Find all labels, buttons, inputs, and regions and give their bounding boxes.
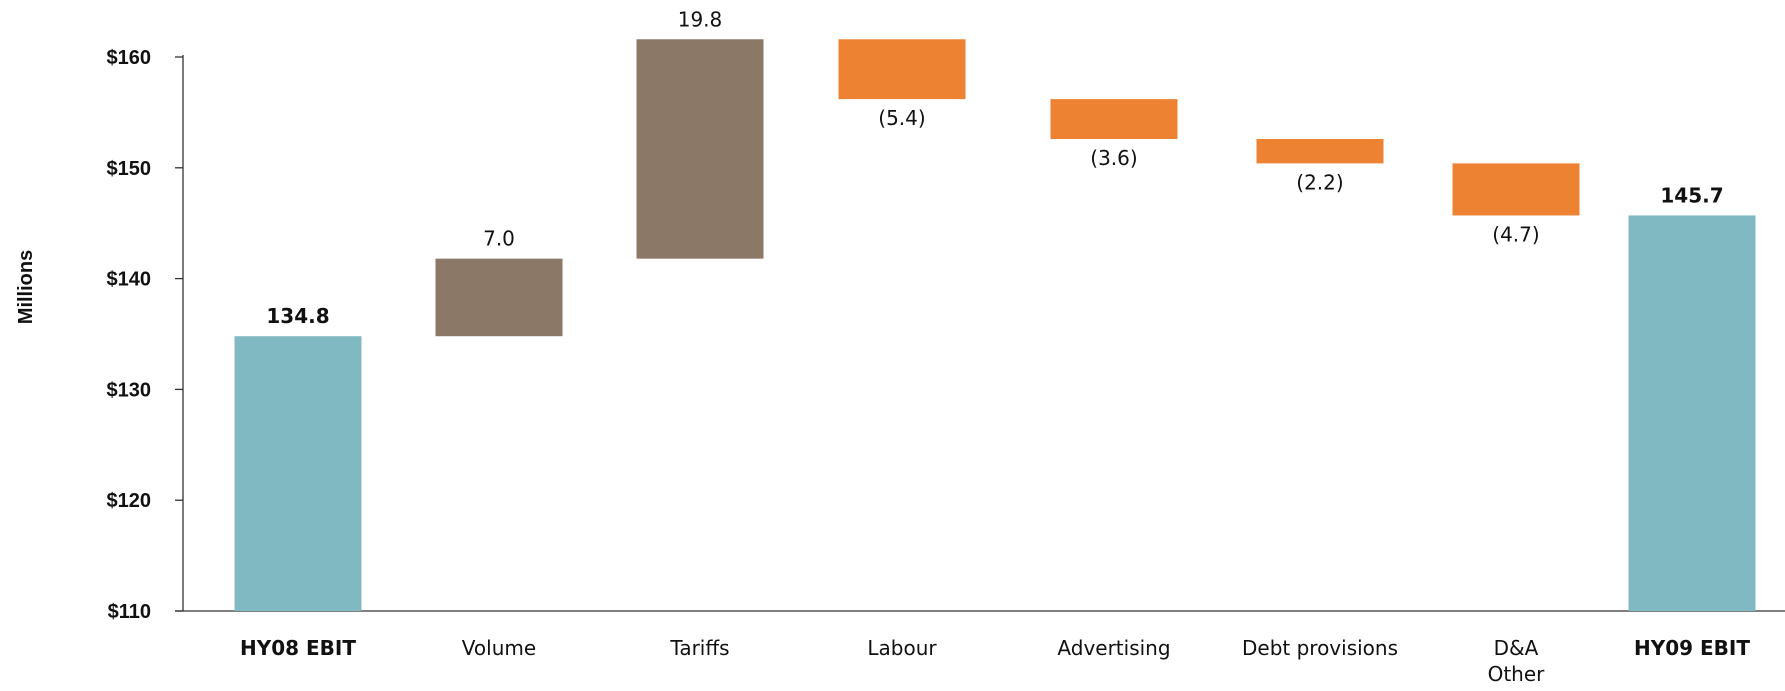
category-label-line: Tariffs xyxy=(669,636,729,660)
data-label: (3.6) xyxy=(1090,146,1137,170)
y-axis-title: Millions xyxy=(15,250,37,324)
y-tick-label: $110 xyxy=(108,601,151,623)
y-tick-label: $120 xyxy=(107,490,152,512)
category-label-line: Volume xyxy=(462,636,536,660)
bar xyxy=(1256,138,1384,164)
y-axis-title-group: Millions xyxy=(15,250,37,324)
y-tick-label: $150 xyxy=(107,158,152,180)
y-tick-label: $130 xyxy=(107,379,152,401)
y-tick-label: $160 xyxy=(107,47,152,69)
bar xyxy=(234,336,362,611)
data-label: (2.2) xyxy=(1296,170,1343,194)
category-label: Labour xyxy=(867,636,937,660)
category-label: Debt provisions xyxy=(1242,636,1398,660)
data-label: (5.4) xyxy=(878,106,925,130)
category-label: Volume xyxy=(462,636,536,660)
bar xyxy=(838,39,966,100)
value-labels: 134.8 7.0 19.8 (5.4) (3.6) (2.2) (4.7) 145.7 xyxy=(266,7,1723,328)
category-label-line: Other xyxy=(1488,662,1546,686)
y-ticks: $110 $120 $130 $140 $150 $160 xyxy=(107,47,183,623)
category-label-line: HY09 EBIT xyxy=(1634,636,1750,660)
category-label: Tariffs xyxy=(669,636,729,660)
bar xyxy=(1050,99,1178,139)
data-label: 19.8 xyxy=(678,7,723,31)
data-label: 145.7 xyxy=(1660,183,1723,207)
axes xyxy=(175,55,1785,612)
category-label: Advertising xyxy=(1057,636,1170,660)
category-label: HY09 EBIT xyxy=(1634,636,1750,660)
data-label: 7.0 xyxy=(483,227,515,251)
data-label: 134.8 xyxy=(266,304,329,328)
y-tick-label: $140 xyxy=(107,269,152,291)
bar xyxy=(1452,163,1580,216)
bar xyxy=(1628,215,1756,611)
category-label-line: Debt provisions xyxy=(1242,636,1398,660)
category-label-line: HY08 EBIT xyxy=(240,636,356,660)
category-label-line: D&A xyxy=(1494,636,1539,660)
bar xyxy=(435,258,563,337)
category-labels: HY08 EBIT Volume Tariffs Labour Advertising D… xyxy=(240,636,1750,686)
data-label: (4.7) xyxy=(1492,222,1539,246)
category-label: D&A Other xyxy=(1488,636,1546,686)
category-label-line: Advertising xyxy=(1057,636,1170,660)
bars xyxy=(234,39,1756,611)
category-label-line: Labour xyxy=(867,636,937,660)
bar xyxy=(636,39,764,259)
category-label: HY08 EBIT xyxy=(240,636,356,660)
